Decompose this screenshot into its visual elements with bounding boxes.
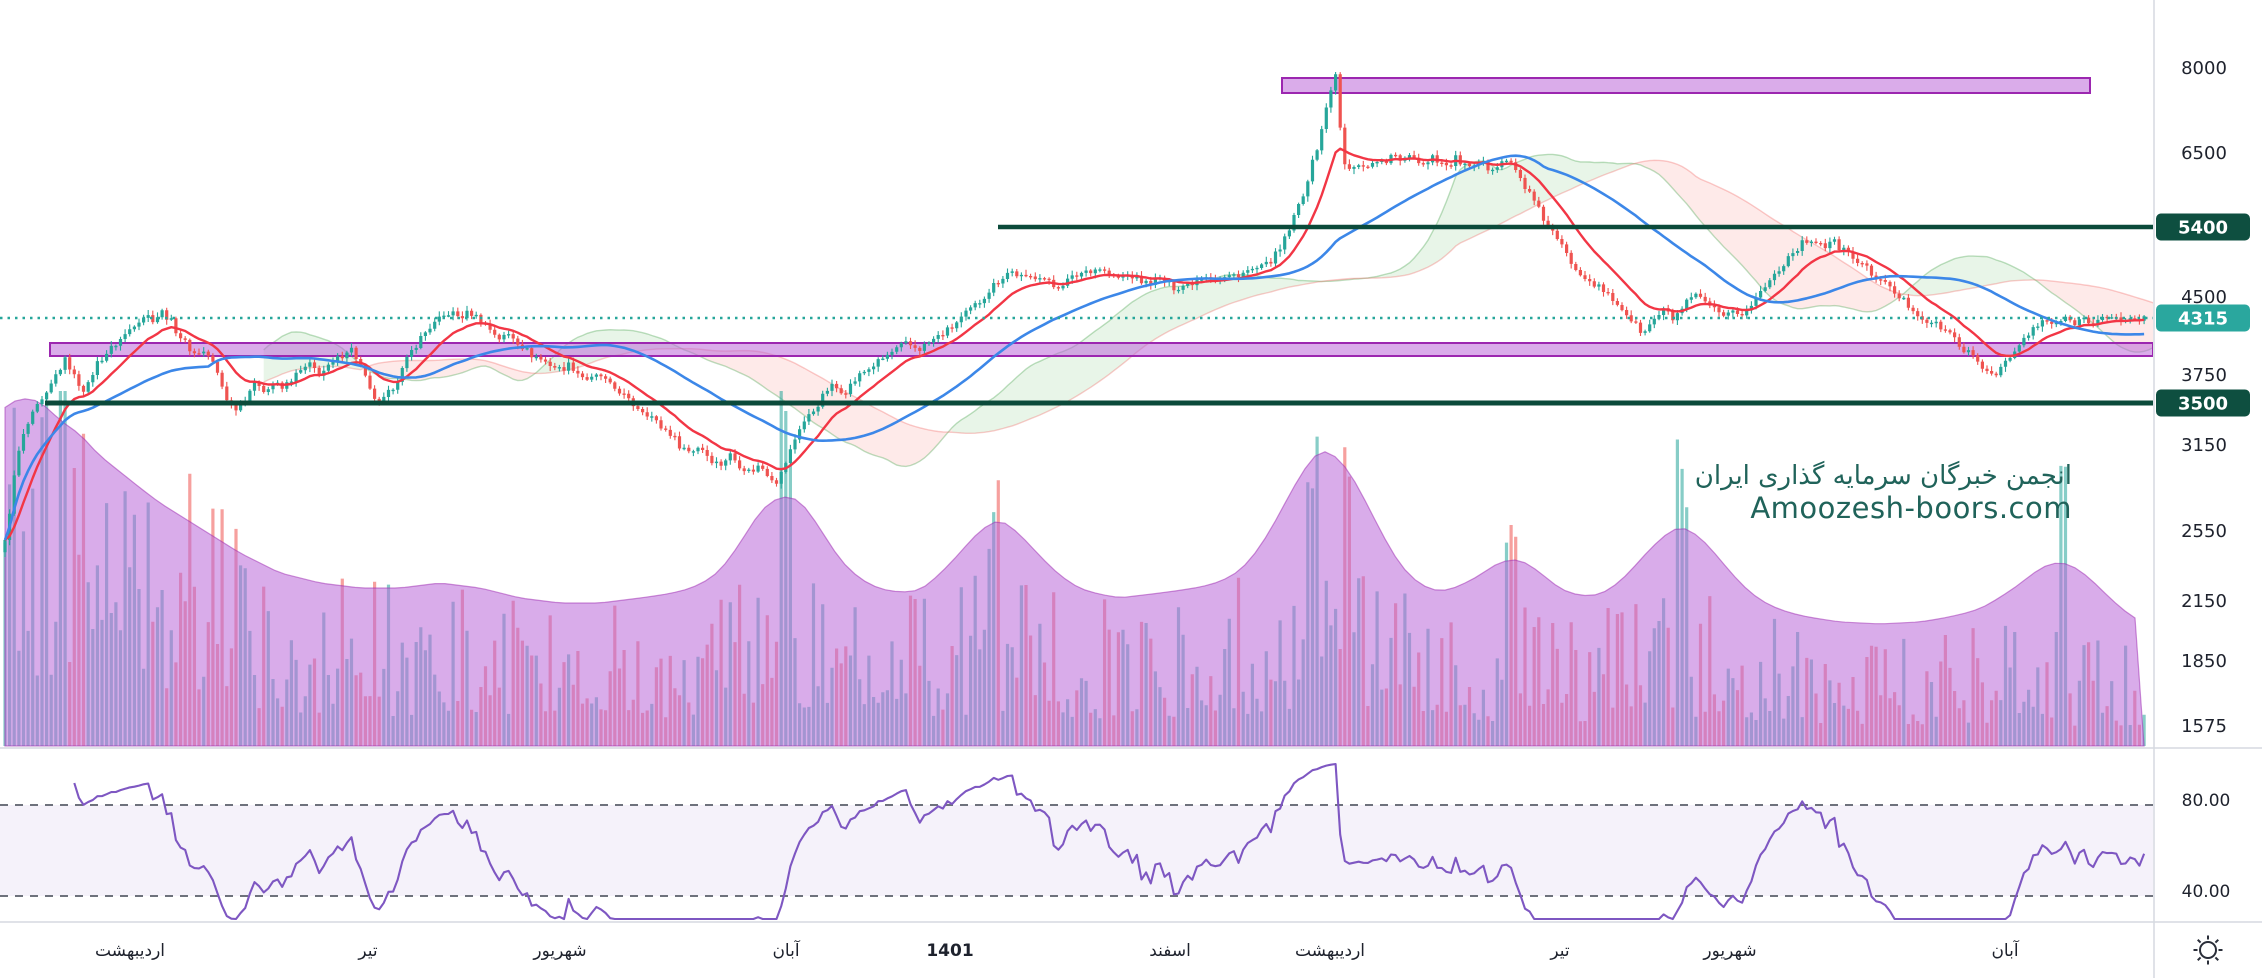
time-label-0: اردیبهشت	[95, 941, 165, 961]
gear-spoke	[2197, 956, 2202, 961]
time-label-2: شهریور	[532, 941, 586, 961]
price-axis-strip-bg	[2154, 0, 2262, 978]
price-badge-3500: 3500	[2156, 389, 2250, 417]
price-badge-text: 3500	[2178, 394, 2228, 415]
price-badge-rect	[2156, 304, 2250, 332]
price-axis[interactable]: 8000 6500 4500 3750 3150 2550 2150 1850 1575	[2181, 58, 2227, 737]
plot-layers	[0, 72, 2153, 747]
time-axis-strip-bg	[0, 923, 2262, 978]
time-label-3: آبان	[772, 939, 800, 961]
up-candle-wicks	[4, 72, 2145, 557]
price-badge-rect	[2156, 213, 2250, 241]
price-tick-2550: 2550	[2181, 521, 2227, 542]
rsi-axis-label-80: 80.00	[2182, 791, 2231, 811]
price-tick-3750: 3750	[2181, 365, 2227, 386]
volume-ma-area	[4, 398, 2145, 747]
price-tick-3150: 3150	[2181, 435, 2227, 456]
ichimoku-cloud	[263, 153, 2153, 468]
ichimoku-cloud-bullish	[263, 154, 2038, 434]
gear-spoke	[2214, 939, 2219, 944]
time-label-4: 1401	[926, 941, 973, 961]
rsi-line	[73, 762, 2146, 921]
price-badge-text: 4315	[2178, 309, 2228, 330]
candlestick-series[interactable]	[3, 72, 2146, 557]
price-tick-4500: 4500	[2181, 287, 2227, 308]
time-label-9: آبان	[1991, 939, 2019, 961]
drawing-zones	[49, 77, 2153, 357]
price-badge-rect	[2156, 389, 2250, 417]
price-tick-2150: 2150	[2181, 591, 2227, 612]
price-tick-1575: 1575	[2181, 716, 2227, 737]
time-label-8: شهریور	[1702, 941, 1756, 961]
price-badge-5400: 5400	[2156, 213, 2250, 241]
time-axis[interactable]: اردیبهشت تیر شهریور آبان 1401 اسفند اردیبهشت تی…	[95, 939, 2020, 961]
resistance-band[interactable]	[49, 342, 2153, 357]
gear-spoke	[2214, 956, 2219, 961]
ichimoku-span-a-line	[263, 153, 2153, 468]
rsi-axis-label-40: 40.00	[2182, 882, 2231, 902]
price-badge-text: 5400	[2178, 218, 2228, 239]
rsi-band-fill	[0, 805, 2153, 896]
price-tick-6500: 6500	[2181, 143, 2227, 164]
time-label-7: تیر	[1549, 941, 1570, 961]
time-label-5: اسفند	[1149, 941, 1191, 961]
price-badge-4315: 4315	[2156, 304, 2250, 332]
ichimoku-cloud-bearish	[365, 160, 2153, 467]
time-label-1: تیر	[357, 941, 378, 961]
supply-zone-top[interactable]	[1281, 77, 2091, 94]
ma-fast-line	[4, 147, 2145, 541]
time-label-6: اردیبهشت	[1295, 941, 1365, 961]
price-tick-8000: 8000	[2181, 58, 2227, 79]
ichimoku-span-b-line	[263, 159, 2153, 434]
gear-spoke	[2197, 939, 2202, 944]
gear-circle	[2199, 941, 2217, 959]
up-candle-bodies	[3, 74, 2146, 553]
price-tick-1850: 1850	[2181, 651, 2227, 672]
settings-gear-icon[interactable]	[2193, 935, 2223, 965]
ma-slow-line	[3, 154, 2145, 541]
